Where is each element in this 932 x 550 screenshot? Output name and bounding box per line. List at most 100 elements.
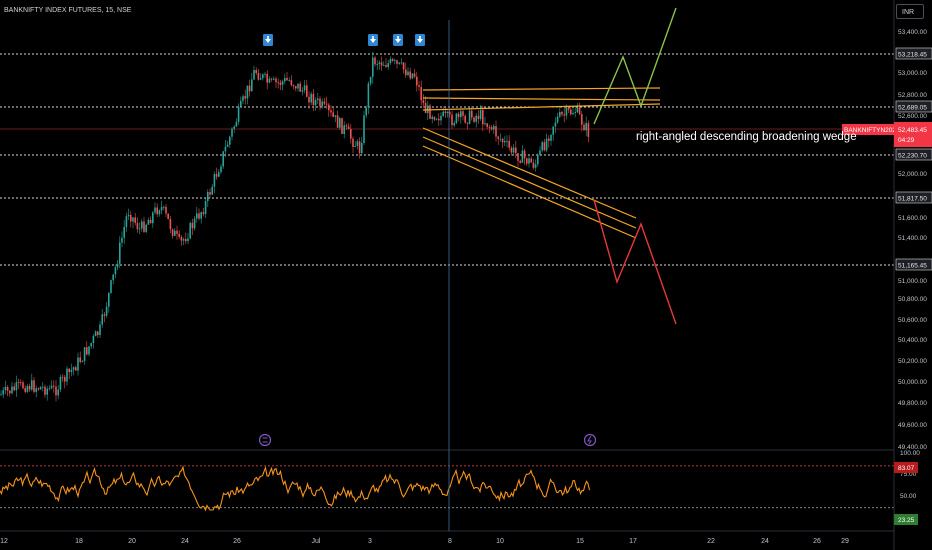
level-price-label: 51,817.50 [898, 196, 927, 203]
wedge-trendline[interactable] [422, 87, 661, 91]
candle [405, 69, 407, 76]
candle [64, 376, 66, 382]
wedge-trendline[interactable] [422, 103, 661, 111]
candle [156, 207, 158, 215]
candle [301, 90, 304, 92]
candle [116, 263, 119, 268]
candle [418, 85, 420, 87]
candle [363, 115, 365, 144]
candle [479, 110, 482, 119]
candle [9, 390, 11, 394]
candle [396, 60, 398, 64]
candle [570, 109, 572, 115]
candle [297, 83, 299, 89]
candle [420, 86, 422, 101]
candle [15, 382, 18, 391]
price-tick-label: 50,800.00 [898, 296, 927, 303]
candle [471, 110, 473, 118]
candle [460, 111, 462, 118]
candle [515, 147, 517, 154]
candle [134, 217, 136, 223]
candle [578, 107, 581, 115]
candle [266, 73, 268, 83]
level-price-tag[interactable] [895, 100, 932, 113]
candle [319, 98, 321, 107]
symbol-badge-label: BANKNIFTYN2024 [844, 127, 900, 134]
candle [499, 138, 502, 140]
candle [103, 314, 106, 316]
candle [314, 100, 317, 106]
candle [343, 125, 345, 134]
candle [490, 127, 493, 130]
currency-button[interactable]: INR [896, 4, 924, 19]
candle [127, 215, 130, 217]
down-arrow-icon[interactable] [393, 34, 403, 46]
candle [53, 385, 55, 387]
level-price-tag[interactable] [895, 258, 932, 271]
down-arrow-icon[interactable] [263, 34, 273, 46]
candle [530, 158, 532, 163]
rsi-upper-label: 83.07 [898, 465, 915, 472]
pattern-annotation[interactable]: right-angled descending broadening wedge [636, 131, 857, 143]
bearish-projection[interactable] [593, 199, 677, 325]
candle [13, 386, 15, 391]
level-price-tag[interactable] [895, 191, 932, 204]
time-tick-label: 12 [0, 538, 8, 545]
candle [541, 142, 543, 151]
candle [284, 77, 286, 82]
down-arrow-icon[interactable] [415, 34, 425, 46]
candle [585, 123, 587, 131]
candle [581, 114, 583, 125]
wedge-trendline[interactable] [422, 97, 661, 101]
time-tick-label: 10 [496, 538, 504, 545]
wedge-trendline[interactable] [422, 127, 637, 219]
candle [244, 96, 246, 99]
bullish-projection[interactable] [593, 7, 677, 125]
candle [321, 101, 323, 107]
candle [26, 386, 29, 392]
candle [523, 150, 526, 159]
candle [268, 78, 271, 83]
candle [204, 201, 207, 215]
level-price-tag[interactable] [895, 47, 932, 60]
candle [561, 112, 563, 115]
candle [251, 79, 253, 92]
price-tick-label: 52,600.00 [898, 113, 927, 120]
candle [528, 158, 530, 164]
time-tick-label: 26 [813, 538, 821, 545]
level-price-tag[interactable] [895, 148, 932, 161]
price-tick-label: 52,000.00 [898, 171, 927, 178]
candle [136, 222, 139, 230]
candle [94, 331, 97, 337]
symbol-title[interactable]: BANKNIFTY INDEX FUTURES, 15, NSE [4, 7, 132, 14]
candle [108, 292, 110, 307]
rsi-upper-tag [894, 462, 918, 473]
rsi-line [0, 465, 591, 512]
time-tick-label: 22 [707, 538, 715, 545]
candle [246, 85, 249, 99]
last-price-badge[interactable] [894, 122, 932, 147]
candle [88, 346, 90, 355]
candle [224, 146, 227, 152]
candle [583, 124, 585, 131]
time-tick-label: 15 [576, 538, 584, 545]
candle [248, 85, 251, 92]
candle [259, 78, 262, 80]
candle [341, 118, 343, 134]
candle [361, 143, 363, 154]
candle [220, 166, 222, 173]
split-icon[interactable] [258, 433, 272, 447]
candle [572, 113, 574, 115]
wedge-trendline[interactable] [422, 136, 637, 229]
candle [110, 280, 112, 293]
symbol-badge[interactable] [842, 124, 894, 135]
candle [374, 57, 376, 65]
level-price-label: 52,230.70 [898, 153, 927, 160]
lightning-icon[interactable] [583, 433, 597, 447]
candle [121, 237, 123, 243]
candle [24, 388, 26, 392]
candle [149, 219, 152, 224]
time-tick-label: 18 [75, 538, 83, 545]
down-arrow-icon[interactable] [368, 34, 378, 46]
